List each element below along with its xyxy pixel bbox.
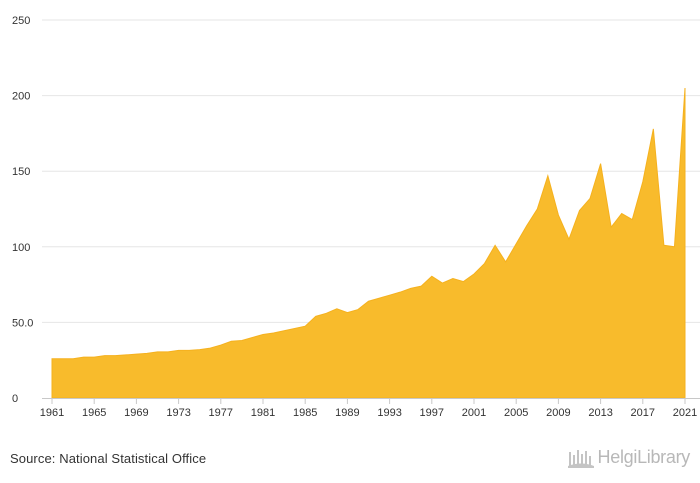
y-tick-label: 150 bbox=[12, 166, 30, 178]
x-axis bbox=[42, 398, 700, 404]
x-tick-label: 2005 bbox=[504, 407, 528, 419]
x-tick-label: 1977 bbox=[209, 407, 233, 419]
x-tick-label: 1961 bbox=[40, 407, 64, 419]
x-tick-label: 1997 bbox=[420, 407, 444, 419]
x-tick-label: 1981 bbox=[251, 407, 275, 419]
area-fill bbox=[51, 88, 686, 399]
x-axis-labels: 1961 1965 1969 1973 1977 1981 1985 1989 1993 1997… bbox=[40, 407, 697, 419]
x-tick-label: 2009 bbox=[546, 407, 570, 419]
y-tick-label: 0 bbox=[12, 393, 18, 405]
brand-logo[interactable]: HelgiLibrary bbox=[567, 446, 691, 468]
x-tick-label: 2017 bbox=[631, 407, 655, 419]
y-tick-label: 250 bbox=[12, 15, 30, 27]
x-tick-label: 1993 bbox=[377, 407, 401, 419]
brand-name: HelgiLibrary bbox=[597, 446, 691, 467]
x-tick-label: 2013 bbox=[588, 407, 612, 419]
x-tick-label: 1985 bbox=[293, 407, 317, 419]
source-note: Source: National Statistical Office bbox=[10, 451, 207, 466]
x-tick-label: 1989 bbox=[335, 407, 359, 419]
x-tick-label: 1973 bbox=[166, 407, 190, 419]
x-tick-label: 1969 bbox=[124, 407, 148, 419]
y-tick-label: 50.0 bbox=[12, 317, 33, 329]
y-tick-label: 100 bbox=[12, 242, 30, 254]
x-tick-label: 1965 bbox=[82, 407, 106, 419]
area-series bbox=[51, 88, 686, 399]
y-tick-label: 200 bbox=[12, 91, 30, 103]
x-tick-label: 2021 bbox=[673, 407, 697, 419]
y-axis-labels: 0 50.0 100 150 200 250 bbox=[12, 15, 33, 405]
library-icon bbox=[567, 450, 594, 468]
x-tick-label: 2001 bbox=[462, 407, 486, 419]
